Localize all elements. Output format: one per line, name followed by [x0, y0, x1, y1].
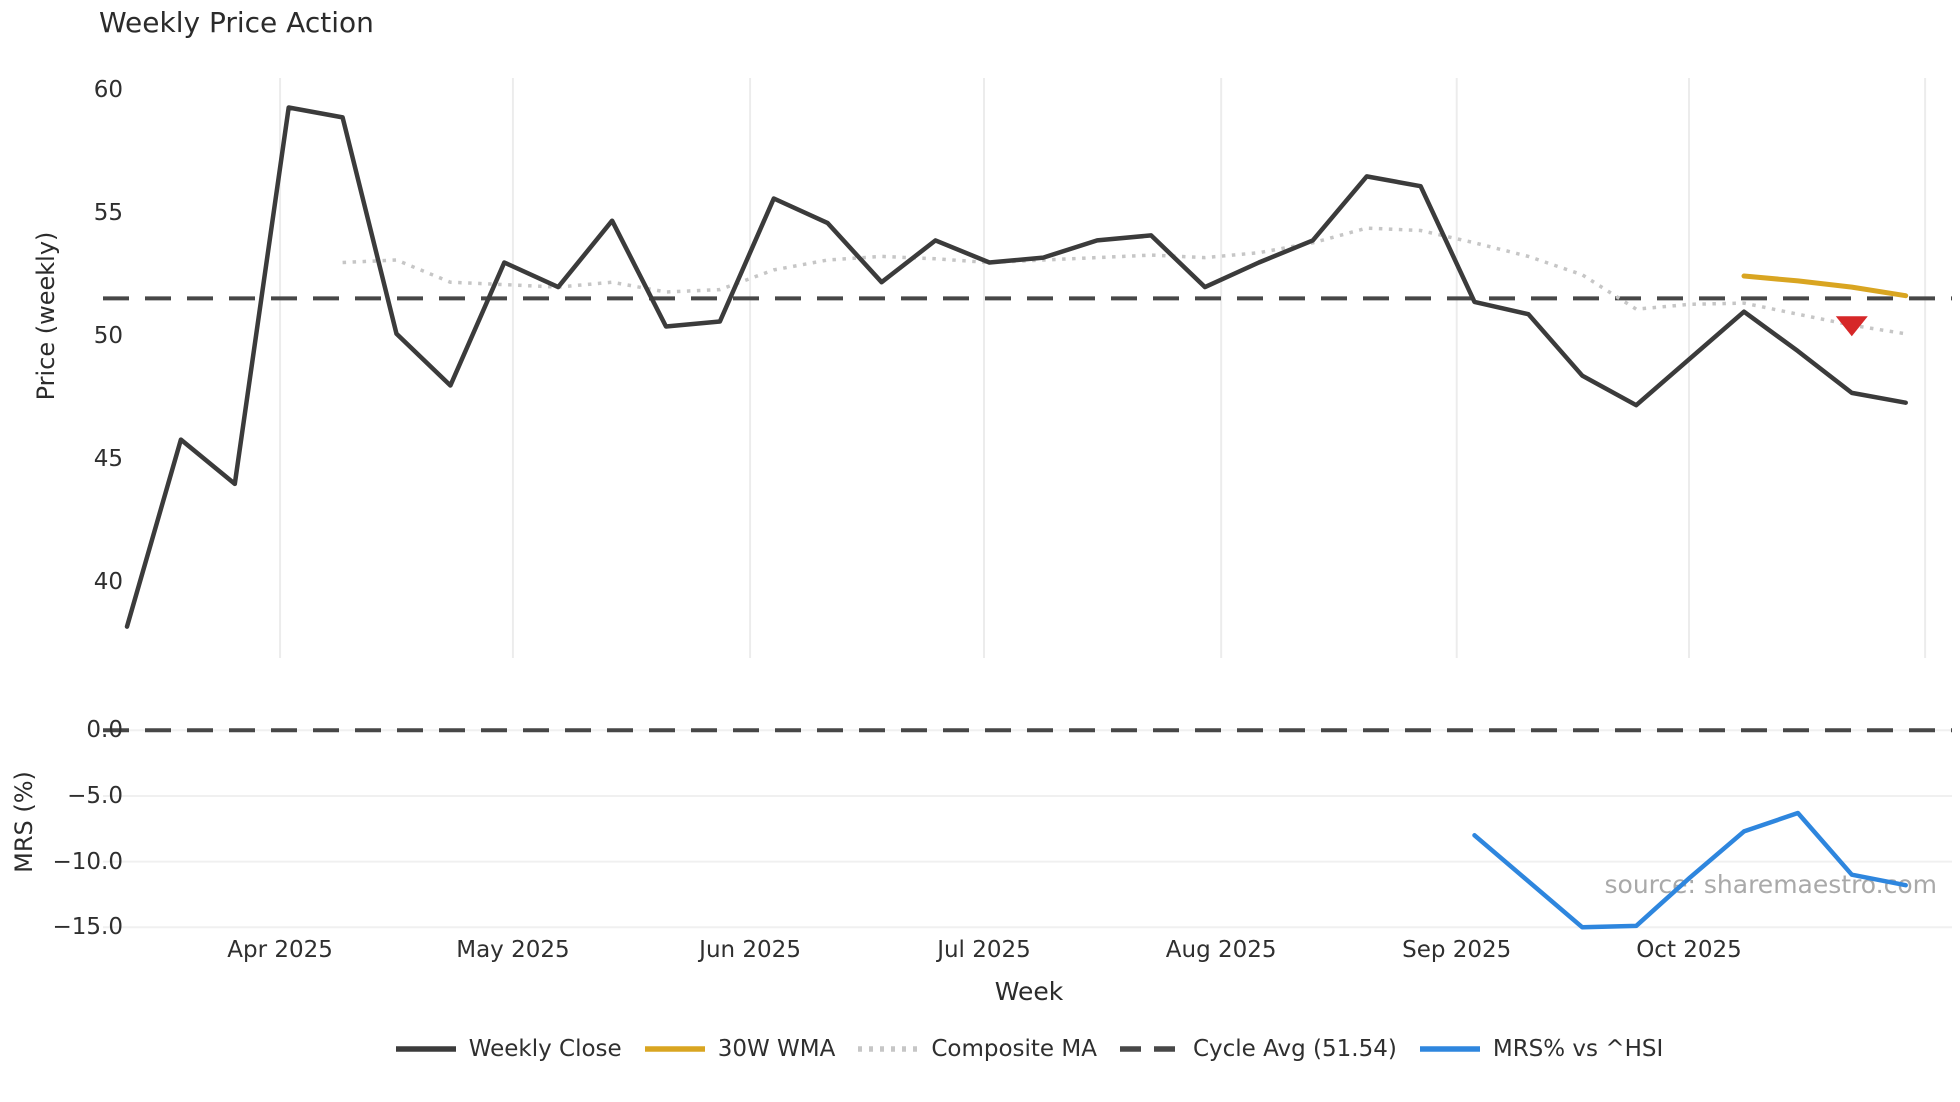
legend-label: MRS% vs ^HSI [1492, 1036, 1664, 1062]
mrs-ytick-label: −15.0 [52, 914, 123, 941]
x-tick-label: Sep 2025 [1402, 937, 1512, 963]
legend-item-composite-ma: Composite MA [857, 1036, 1097, 1062]
legend-item-30w-wma: 30W WMA [644, 1036, 836, 1062]
legend-label: 30W WMA [717, 1036, 836, 1062]
x-axis-label: Week [994, 977, 1064, 1006]
mrs-ytick-label: −10.0 [52, 848, 123, 875]
legend-swatch-solid [395, 1046, 456, 1052]
x-tick-label: Jul 2025 [937, 937, 1031, 963]
chart-title: Weekly Price Action [99, 6, 374, 39]
mrs-ytick-label: 0.0 [86, 717, 123, 744]
legend-swatch-solid [644, 1046, 705, 1052]
sell-signal-marker [1835, 316, 1868, 337]
price-ytick-label: 50 [93, 323, 123, 350]
legend-swatch-dotted [858, 1046, 919, 1052]
legend: Weekly Close 30W WMA Composite MA Cycle Avg… [103, 1036, 1955, 1062]
legend-label: Composite MA [931, 1036, 1097, 1062]
price-ytick-label: 55 [93, 200, 123, 227]
x-tick-label: Jun 2025 [699, 937, 801, 963]
x-tick-label: Aug 2025 [1165, 937, 1277, 963]
legend-item-weekly-close: Weekly Close [395, 1036, 622, 1062]
price-ytick-label: 45 [93, 446, 123, 473]
x-tick-label: Oct 2025 [1636, 937, 1742, 963]
weekly-close-line [124, 105, 1908, 629]
x-tick-label: May 2025 [456, 937, 570, 963]
mrs-vs-hsi-line [1472, 810, 1908, 930]
composite-ma-line [342, 226, 1906, 336]
legend-item-cycle-avg-51-54: Cycle Avg (51.54) [1119, 1036, 1397, 1062]
legend-swatch-dashed [1119, 1046, 1180, 1052]
source-watermark: source: sharemaestro.com [1604, 870, 1938, 899]
price-axis-label: Price (weekly) [32, 231, 60, 401]
price-ytick-label: 40 [93, 569, 123, 596]
legend-label: Weekly Close [468, 1036, 622, 1062]
30w-wma-line [1741, 273, 1909, 299]
mrs-ytick-label: −5.0 [67, 782, 123, 809]
legend-item-mrs-vs-hsi: MRS% vs ^HSI [1419, 1036, 1663, 1062]
legend-label: Cycle Avg (51.54) [1192, 1036, 1397, 1062]
x-tick-label: Apr 2025 [227, 937, 333, 963]
price-ytick-label: 60 [93, 77, 123, 104]
legend-swatch-solid [1419, 1046, 1480, 1052]
